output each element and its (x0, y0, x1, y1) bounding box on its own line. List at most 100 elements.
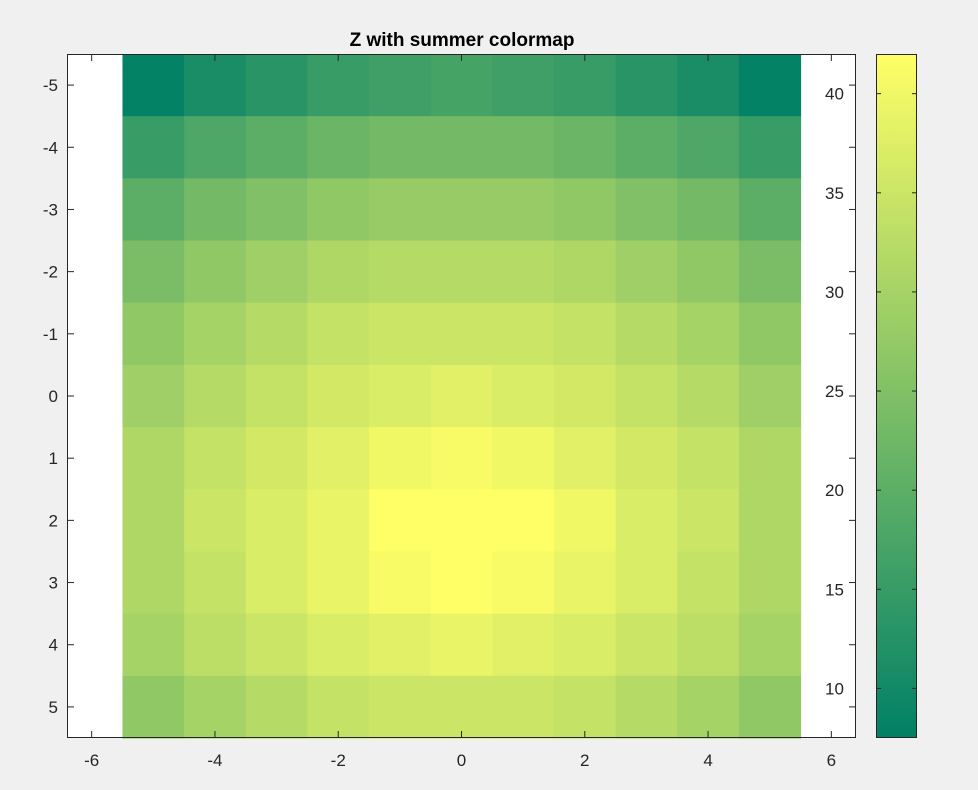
heatmap-cell (492, 54, 555, 117)
heatmap-cell (492, 551, 555, 615)
heatmap-cell (615, 489, 678, 553)
heatmap-cell (307, 364, 370, 428)
heatmap-cell (369, 54, 432, 117)
heatmap-cell (245, 178, 308, 242)
heatmap-cell (184, 240, 247, 304)
heatmap-cell (677, 613, 740, 677)
heatmap-cell (430, 302, 493, 366)
heatmap-cell (430, 240, 493, 304)
heatmap-cell (677, 427, 740, 490)
heatmap-cell (615, 551, 678, 615)
heatmap-cell (738, 675, 802, 739)
heatmap-cell (677, 675, 740, 739)
heatmap-cell (184, 675, 247, 739)
heatmap-cell (430, 427, 493, 490)
heatmap-cell (369, 613, 432, 677)
heatmap-cell (492, 116, 555, 179)
heatmap-cell (615, 613, 678, 677)
colorbar-tick-label: 40 (825, 85, 844, 104)
colorbar-gradient (876, 54, 917, 738)
y-axis: -5 -4 -3 -2 -1 0 1 2 3 4 5 (43, 76, 856, 717)
heatmap-cell (492, 178, 555, 242)
heatmap-cell (245, 551, 308, 615)
heatmap-cell (738, 302, 802, 366)
heatmap-cell (122, 178, 185, 242)
heatmap-cell (184, 116, 247, 179)
heatmap-cell (677, 178, 740, 242)
y-tick-label: 4 (49, 636, 58, 655)
heatmap-cell (245, 613, 308, 677)
x-tick-label: -6 (84, 751, 99, 770)
heatmap-cell (738, 613, 802, 677)
heatmap-cell (369, 489, 432, 553)
colorbar-tick-label: 10 (825, 679, 844, 698)
colorbar-tick-label: 20 (825, 481, 844, 500)
heatmap-cell (430, 178, 493, 242)
heatmap-cell (738, 364, 802, 428)
heatmap-cell (307, 489, 370, 553)
heatmap-cell (245, 240, 308, 304)
heatmap-cell (615, 427, 678, 490)
heatmap-cell (430, 489, 493, 553)
y-tick-label: 3 (49, 574, 58, 593)
x-tick-label: 4 (703, 751, 712, 770)
heatmap-cell (615, 364, 678, 428)
heatmap-cell (492, 364, 555, 428)
heatmap-cell (184, 302, 247, 366)
heatmap-cell (553, 178, 617, 242)
heatmap-cell (677, 116, 740, 179)
heatmap-cell (492, 489, 555, 553)
heatmap-cell (738, 116, 802, 179)
heatmap-cell (307, 116, 370, 179)
heatmap-cell (307, 551, 370, 615)
heatmap-cell (492, 613, 555, 677)
heatmap-cell (738, 178, 802, 242)
heatmap-cell (430, 364, 493, 428)
heatmap-cell (492, 240, 555, 304)
heatmap-cell (307, 240, 370, 304)
heatmap-cells (122, 54, 802, 739)
heatmap-cell (430, 116, 493, 179)
heatmap-cell (307, 302, 370, 366)
heatmap-cell (677, 240, 740, 304)
heatmap-cell (184, 613, 247, 677)
heatmap-cell (677, 302, 740, 366)
heatmap-cell (307, 613, 370, 677)
colorbar-tick-label: 25 (825, 382, 844, 401)
heatmap-cell (245, 427, 308, 490)
heatmap-cell (184, 489, 247, 553)
heatmap-cell (184, 54, 247, 117)
y-tick-label: -4 (43, 138, 58, 157)
heatmap-cell (615, 116, 678, 179)
colorbar-tick-label: 35 (825, 184, 844, 203)
heatmap-cell (738, 427, 802, 490)
heatmap-cell (615, 240, 678, 304)
heatmap-cell (553, 551, 617, 615)
heatmap-cell (245, 489, 308, 553)
heatmap-cell (369, 675, 432, 739)
heatmap-cell (615, 178, 678, 242)
y-tick-label: 1 (49, 449, 58, 468)
heatmap-cell (369, 551, 432, 615)
y-tick-label: -3 (43, 200, 58, 219)
heatmap-cell (122, 116, 185, 179)
x-axis: -6 -4 -2 0 2 4 6 (84, 54, 836, 770)
y-tick-label: -2 (43, 263, 58, 282)
heatmap-cell (245, 54, 308, 117)
x-tick-label: -4 (207, 751, 222, 770)
heatmap-cell (369, 302, 432, 366)
x-tick-label: 6 (827, 751, 836, 770)
heatmap-cell (615, 675, 678, 739)
x-tick-label: -2 (331, 751, 346, 770)
heatmap-cell (738, 54, 802, 117)
heatmap-cell (369, 364, 432, 428)
chart-title: Z with summer colormap (350, 30, 575, 51)
colorbar-tick-label: 15 (825, 580, 844, 599)
y-tick-label: 2 (49, 511, 58, 530)
heatmap-cell (122, 302, 185, 366)
plot-axes: -6 -4 -2 0 2 4 6 -5 -4 -3 -2 -1 0 1 2 3 4 5 (43, 54, 856, 770)
heatmap-cell (122, 551, 185, 615)
heatmap-cell (430, 54, 493, 117)
